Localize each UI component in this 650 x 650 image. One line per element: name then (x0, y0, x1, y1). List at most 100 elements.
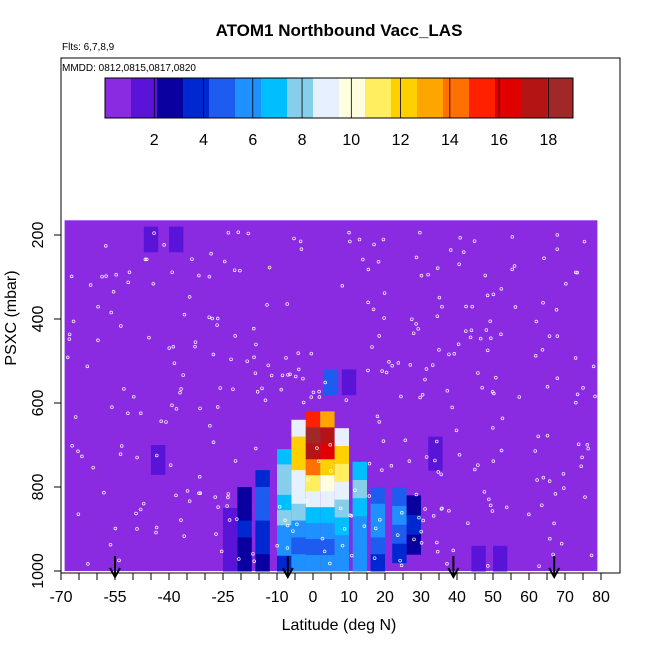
heat-cell (255, 537, 270, 555)
x-tick-label: 10 (340, 589, 358, 606)
sample-dot (492, 391, 496, 396)
sample-dot (504, 505, 509, 510)
sample-dot (554, 308, 559, 312)
sample-dot (170, 270, 174, 274)
sample-dot (298, 239, 303, 244)
heat-cell (223, 539, 238, 556)
sample-dot (88, 283, 93, 287)
sample-dot (357, 237, 362, 242)
sample-dot (555, 233, 560, 237)
sample-dot (340, 284, 345, 288)
sample-dot (547, 334, 552, 338)
sample-dot (233, 459, 238, 463)
heat-cell (291, 537, 306, 555)
heat-cell (277, 525, 292, 542)
sample-dot (311, 390, 316, 395)
sample-dot (366, 368, 370, 373)
sample-dot (159, 419, 163, 424)
sample-dot (309, 395, 313, 399)
sample-dot (172, 361, 177, 365)
y-tick-label: 1000 (30, 553, 47, 589)
colorbar-tick-label: 16 (490, 132, 508, 149)
heat-cell (352, 461, 367, 481)
sample-dot (279, 387, 284, 392)
sample-dot (380, 369, 384, 373)
sample-dot (85, 364, 90, 369)
sample-dot (399, 563, 404, 568)
sample-dot (473, 467, 477, 472)
sample-dot (488, 319, 492, 324)
heat-cell (143, 226, 159, 253)
sample-dot (517, 395, 522, 399)
sample-dot (424, 367, 429, 371)
sample-dot (187, 499, 192, 503)
heat-cell (291, 419, 306, 438)
x-axis-label: Latitude (deg N) (282, 617, 397, 634)
colorbar-segment (339, 78, 366, 118)
heat-cell (291, 453, 306, 471)
sample-dot (367, 494, 372, 498)
heat-cell (392, 505, 407, 526)
sample-dot (484, 328, 489, 332)
heat-cell (277, 479, 292, 496)
sample-dot (562, 486, 566, 490)
sample-dot (167, 346, 171, 350)
heat-cell (291, 503, 306, 522)
flights-label: Flts: 6,7,8,9 (62, 42, 115, 53)
heat-cell (406, 495, 421, 516)
heat-cell (334, 446, 349, 465)
sample-dot (585, 443, 590, 447)
heat-cell (305, 539, 321, 556)
sample-dot (426, 272, 430, 277)
heat-cell (255, 487, 270, 505)
sample-dot (440, 305, 444, 309)
sample-dot (499, 332, 503, 336)
sample-dot (193, 340, 198, 344)
sample-dot (561, 472, 566, 476)
sample-dot (381, 237, 386, 242)
colorbar: 2 4 6 8 10 12 14 16 18 (104, 77, 574, 149)
sample-dot (486, 564, 490, 568)
sample-dot (138, 507, 143, 512)
sample-dot (69, 274, 74, 279)
sample-dot (315, 446, 319, 450)
sample-dot (119, 324, 123, 328)
sample-dot (182, 534, 186, 538)
heat-cell (291, 470, 306, 488)
sample-dot (348, 239, 352, 244)
sample-dot (254, 446, 258, 451)
sample-dot (126, 411, 130, 416)
flight-arrow-head (281, 567, 294, 580)
heat-cell (151, 445, 166, 461)
sample-dot (574, 270, 578, 275)
colorbar-segment (547, 78, 574, 118)
heat-cell (223, 508, 238, 525)
heat-cell (305, 427, 321, 444)
heat-cell (352, 480, 367, 499)
sample-dot (421, 518, 425, 523)
sample-dot (285, 302, 289, 306)
sample-dot (285, 546, 290, 550)
sample-dot (553, 492, 558, 496)
sample-dot (457, 262, 461, 266)
sample-dot (373, 526, 378, 531)
sample-dot (579, 464, 583, 468)
sample-dot (510, 267, 514, 272)
sample-dot (291, 529, 295, 533)
sample-dot (285, 523, 290, 528)
sample-dot (141, 501, 146, 506)
sample-dot (231, 387, 235, 391)
sample-dot (510, 235, 515, 239)
colorbar-segment (365, 78, 392, 118)
sample-dot (480, 385, 484, 390)
sample-dot (323, 380, 328, 385)
dates-label: MMDD: 0812,0815,0817,0820 (62, 63, 196, 74)
sample-dot (513, 305, 518, 309)
y-axis-label: PSXC (mbar) (3, 270, 20, 365)
sample-dot (110, 405, 114, 409)
sample-dot (485, 348, 490, 353)
sample-dot (353, 488, 357, 492)
sample-dot (117, 558, 121, 563)
sample-dot (434, 439, 439, 444)
heat-cell (352, 552, 367, 572)
